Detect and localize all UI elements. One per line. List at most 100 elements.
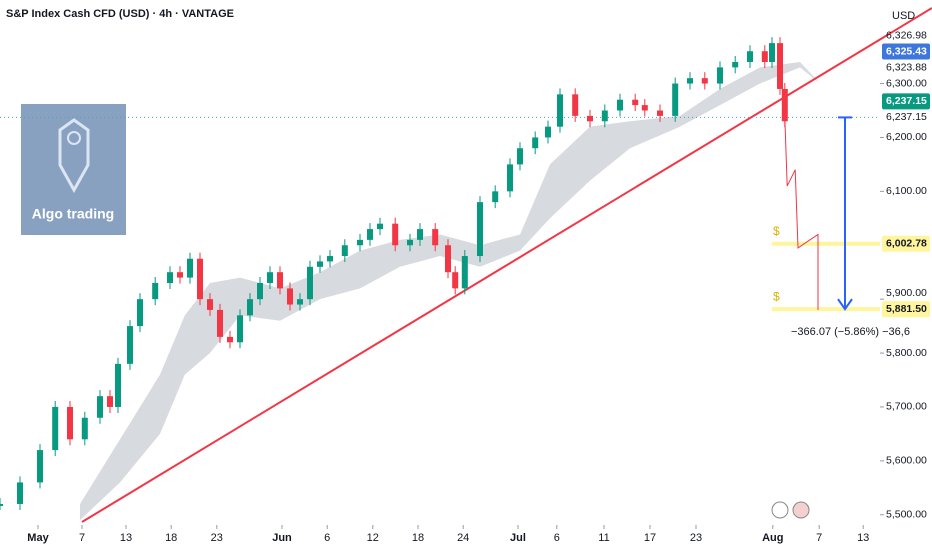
- candle: [52, 406, 59, 451]
- candle: [587, 115, 593, 122]
- candle: [197, 258, 203, 300]
- candle: [777, 43, 783, 89]
- measure-label: −366.07 (−5.86%) −36,6: [791, 326, 910, 338]
- candle: [532, 137, 539, 149]
- measure-head: [837, 298, 853, 311]
- price-badge: [882, 43, 930, 60]
- candle: [227, 336, 233, 343]
- level-band: [772, 307, 880, 312]
- x-tick-label: 6: [324, 532, 330, 544]
- candle: [115, 363, 121, 407]
- y-tick-label: 6,200.00: [886, 131, 927, 143]
- candle: [277, 272, 283, 289]
- candle: [317, 261, 323, 267]
- bottom-icons: [771, 501, 810, 519]
- candle: [237, 315, 243, 343]
- candle: [517, 148, 523, 165]
- candle: [781, 88, 788, 122]
- candle: [167, 272, 173, 283]
- x-tick-label: May: [27, 532, 49, 544]
- candle: [81, 417, 88, 440]
- y-tick-label: 6,002.78: [886, 238, 927, 250]
- candle: [747, 51, 753, 62]
- candle: [572, 94, 579, 116]
- candle: [417, 229, 423, 240]
- y-tick-label: 6,237.15: [886, 95, 927, 107]
- x-tick-label: 13: [857, 532, 869, 544]
- candle: [37, 450, 43, 483]
- x-tick-label: 13: [120, 532, 132, 544]
- icon: [792, 501, 810, 519]
- candle: [367, 229, 373, 240]
- candle: [287, 288, 293, 305]
- projection-path: [784, 117, 819, 310]
- candle: [187, 258, 193, 278]
- x-tick-label: Jul: [510, 532, 526, 544]
- y-tick-label: 5,900.00: [886, 287, 927, 299]
- y-tick-label: 5,881.50: [886, 303, 927, 315]
- candle: [357, 239, 363, 246]
- watermark-logo: Algo trading: [21, 104, 126, 235]
- candle: [761, 51, 768, 62]
- candle: [377, 223, 383, 230]
- price-badge: [882, 235, 930, 252]
- candle: [701, 78, 708, 84]
- candle: [557, 94, 563, 127]
- candle: [257, 282, 263, 300]
- candle: [177, 272, 183, 278]
- x-tick-label: 7: [79, 532, 85, 544]
- trendline: [81, 7, 932, 523]
- logo-icon: [67, 131, 81, 145]
- candle: [641, 105, 648, 111]
- currency: USD: [892, 10, 915, 22]
- candle: [97, 396, 103, 418]
- x-tick-label: Aug: [762, 532, 783, 544]
- price-badge: [882, 93, 930, 110]
- candle: [477, 202, 483, 257]
- candle: [687, 78, 693, 84]
- x-tick-label: 18: [412, 532, 424, 544]
- candle: [492, 191, 499, 203]
- chart-title: S&P Index Cash CFD (USD) · 4h · VANTAGE: [6, 8, 234, 20]
- candle: [107, 396, 113, 407]
- x-tick-label: 23: [211, 532, 223, 544]
- candle: [267, 272, 273, 283]
- x-tick-label: 23: [690, 532, 702, 544]
- candle: [207, 299, 213, 310]
- logo-box: [21, 104, 126, 235]
- y-tick-label: 5,500.00: [886, 509, 927, 521]
- candle: [67, 406, 73, 440]
- candle: [632, 99, 639, 106]
- candle: [327, 256, 333, 262]
- candle: [127, 326, 133, 364]
- icon: [771, 501, 789, 519]
- candle: [717, 67, 723, 84]
- candle: [445, 245, 451, 273]
- y-tick-label: 5,700.00: [886, 401, 927, 413]
- candle: [461, 256, 468, 289]
- y-tick-label: 5,600.00: [886, 455, 927, 467]
- x-tick-label: 24: [457, 532, 469, 544]
- x-tick-label: 17: [644, 532, 656, 544]
- candle: [407, 239, 413, 246]
- y-tick-label: 5,800.00: [886, 347, 927, 359]
- candle: [297, 299, 303, 305]
- x-tick-label: 6: [554, 532, 560, 544]
- y-tick-label: 6,325.43: [886, 45, 927, 57]
- candle: [247, 299, 253, 316]
- level-band: [772, 241, 880, 246]
- x-tick-label: 11: [598, 532, 609, 544]
- candle: [392, 223, 399, 246]
- y-tick-label: 6,323.88: [886, 61, 927, 73]
- candle: [217, 309, 223, 337]
- candle: [341, 245, 348, 257]
- level-icon: $: [773, 289, 780, 303]
- candle: [152, 282, 159, 300]
- y-tick-label: 6,100.00: [886, 185, 927, 197]
- watermark-text: Algo trading: [32, 206, 114, 222]
- candle: [601, 110, 608, 122]
- candle: [545, 126, 551, 138]
- logo-icon: [58, 118, 90, 194]
- candle: [507, 164, 513, 192]
- x-tick-label: 7: [816, 532, 822, 544]
